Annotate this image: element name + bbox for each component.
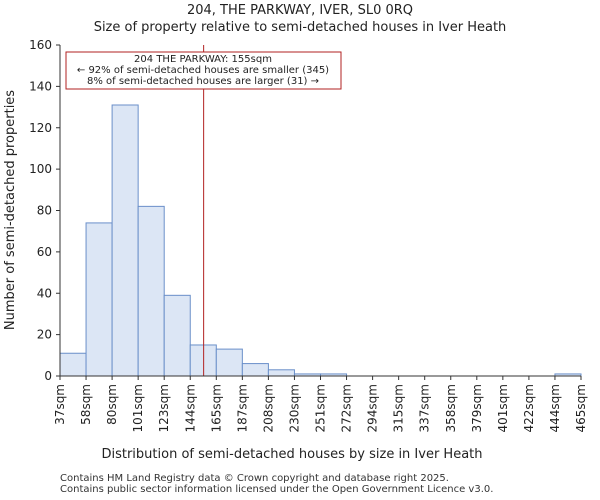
x-tick-label-465sqm: 465sqm	[574, 384, 588, 432]
x-tick-label-294sqm: 294sqm	[366, 384, 380, 432]
x-tick-label-101sqm: 101sqm	[131, 384, 145, 432]
x-tick-label-251sqm: 251sqm	[314, 384, 328, 432]
x-tick-label-272sqm: 272sqm	[340, 384, 354, 432]
bar-208sqm	[267, 369, 295, 377]
y-ticks-group: 0 20 40 60 80 100 120 140 160	[29, 38, 60, 383]
chart-title: 204, THE PARKWAY, IVER, SL0 0RQ	[186, 3, 414, 18]
x-axis-label: Distribution of semi-detached houses by …	[101, 447, 482, 462]
y-tick-label-60: 60	[37, 245, 52, 259]
x-tick-label-208sqm: 208sqm	[261, 384, 275, 432]
bar-187sqm	[241, 363, 269, 377]
footer-line-1: Contains HM Land Registry data © Crown c…	[60, 473, 449, 484]
x-tick-label-315sqm: 315sqm	[392, 384, 406, 432]
bars-group	[59, 104, 582, 377]
bar-123sqm	[163, 294, 191, 377]
annotation-line-2: ← 92% of semi-detached houses are smalle…	[77, 65, 329, 76]
chart-subtitle: Size of property relative to semi-detach…	[93, 20, 507, 35]
x-tick-label-379sqm: 379sqm	[470, 384, 484, 432]
x-tick-label-337sqm: 337sqm	[418, 384, 432, 432]
x-ticks-group: 37sqm 58sqm 80sqm 101sqm 123sqm 144sqm 165sqm 1…	[53, 376, 588, 432]
x-tick-label-58sqm: 58sqm	[79, 384, 93, 425]
y-tick-label-140: 140	[29, 79, 52, 93]
x-tick-label-144sqm: 144sqm	[183, 384, 197, 432]
x-tick-label-80sqm: 80sqm	[105, 384, 119, 425]
bar-chart: 0 20 40 60 80 100 120 140 160 37sqm 58sqm 80sqm 101…	[3, 38, 588, 462]
x-tick-label-444sqm: 444sqm	[548, 384, 562, 432]
y-tick-label-80: 80	[37, 204, 52, 218]
annotation-line-1: 204 THE PARKWAY: 155sqm	[134, 54, 272, 65]
y-tick-label-160: 160	[29, 38, 52, 52]
y-tick-label-100: 100	[29, 162, 52, 176]
x-tick-label-187sqm: 187sqm	[235, 384, 249, 432]
bar-80sqm	[111, 104, 139, 377]
x-tick-label-165sqm: 165sqm	[209, 384, 223, 432]
y-axis-label: Number of semi-detached properties	[3, 90, 18, 330]
y-tick-label-20: 20	[37, 328, 52, 342]
annotation-line-3: 8% of semi-detached houses are larger (3…	[87, 76, 319, 87]
bar-37sqm	[59, 352, 87, 377]
footer-line-2: Contains public sector information licen…	[60, 484, 494, 495]
x-tick-label-401sqm: 401sqm	[496, 384, 510, 432]
x-tick-label-37sqm: 37sqm	[53, 384, 67, 425]
y-tick-label-40: 40	[37, 286, 52, 300]
x-tick-label-422sqm: 422sqm	[522, 384, 536, 432]
bar-58sqm	[85, 222, 113, 377]
x-tick-label-123sqm: 123sqm	[157, 384, 171, 432]
bar-165sqm	[215, 348, 243, 377]
y-tick-label-120: 120	[29, 121, 52, 135]
annotation-box	[65, 51, 342, 90]
x-tick-label-358sqm: 358sqm	[444, 384, 458, 432]
y-tick-label-0: 0	[44, 369, 52, 383]
x-tick-label-230sqm: 230sqm	[287, 384, 301, 432]
bar-101sqm	[137, 205, 165, 377]
